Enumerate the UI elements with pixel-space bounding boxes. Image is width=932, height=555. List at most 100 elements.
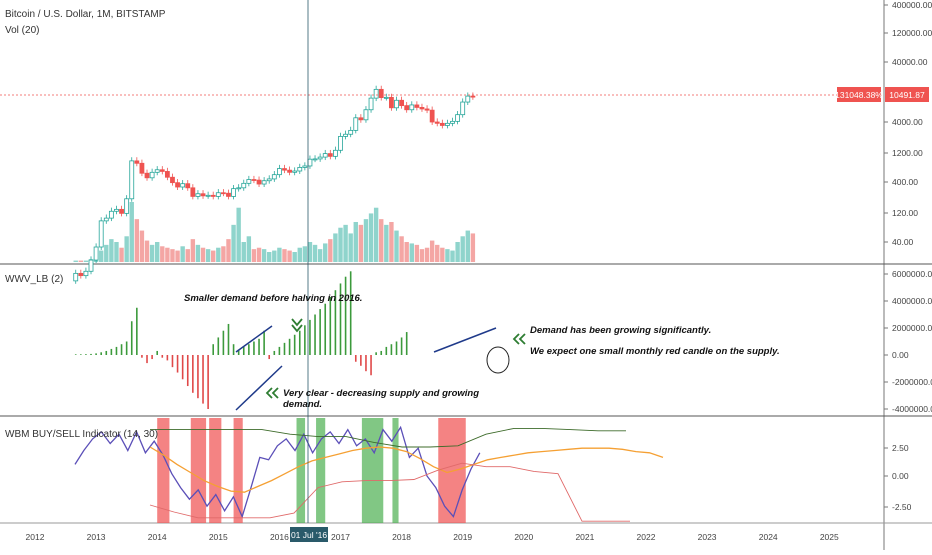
- candle-body: [241, 182, 247, 189]
- candle-body: [465, 95, 471, 103]
- candle-body: [383, 96, 389, 99]
- candle-body: [83, 270, 89, 277]
- candle-body: [353, 117, 359, 131]
- volume-bar: [216, 247, 221, 262]
- annotation-expect: We expect one small monthly red candle o…: [530, 346, 780, 357]
- y-tick-label: 400.00: [892, 177, 918, 187]
- crosshair-time-text: 01 Jul '16: [291, 530, 327, 540]
- candle-body: [103, 217, 109, 222]
- volume-bar: [297, 247, 302, 262]
- chevron-left-icon: [265, 387, 279, 399]
- candle-body: [419, 107, 425, 110]
- annotation-halving: Smaller demand before halving in 2016.: [184, 293, 362, 304]
- y-tick-label: 0.00: [892, 350, 909, 360]
- chevron-left-icon: [512, 333, 526, 345]
- volume-bar: [139, 230, 145, 262]
- y-tick-label: 120.00: [892, 208, 918, 218]
- buy-band: [316, 418, 326, 523]
- trendline[interactable]: [433, 327, 497, 353]
- volume-bar: [389, 222, 394, 262]
- volume-bar: [282, 249, 287, 262]
- candle-body: [220, 192, 226, 195]
- volume-bar: [144, 240, 150, 262]
- x-tick-label: 2021: [575, 532, 594, 542]
- volume-bar: [124, 236, 129, 262]
- volume-bar: [358, 224, 364, 262]
- candle-body: [164, 171, 170, 178]
- volume-bar: [190, 239, 196, 262]
- y-tick-label: -4000000.00: [892, 404, 932, 414]
- candle-body: [205, 194, 211, 197]
- volume-bars: [73, 202, 476, 262]
- candle-body: [124, 198, 130, 214]
- volume-bar: [155, 242, 160, 262]
- volume-bar: [119, 247, 124, 262]
- candle-body: [200, 193, 206, 197]
- candle-body: [302, 165, 308, 168]
- candle-body: [378, 88, 384, 99]
- candle-body: [231, 188, 236, 197]
- y-tick-label: -2.50: [892, 502, 912, 512]
- x-tick-label: 2015: [209, 532, 228, 542]
- candle-body: [266, 178, 272, 182]
- volume-bar: [348, 233, 353, 262]
- y-tick-label: 40.00: [892, 237, 914, 247]
- candle-body: [195, 193, 201, 197]
- sell-band: [157, 418, 170, 523]
- candle-body: [312, 158, 318, 161]
- buy-band: [361, 418, 384, 523]
- y-tick-label: 120000.00: [892, 28, 932, 38]
- volume-bar: [338, 227, 343, 262]
- candle-body: [154, 169, 160, 173]
- trendline[interactable]: [235, 325, 273, 353]
- candle-body: [348, 129, 354, 135]
- candle-body: [226, 192, 231, 197]
- x-axis-ticks: 2012 2013 2014 2015 2016 2017 2018 2019 2020 2021…: [26, 532, 839, 542]
- volume-bar: [333, 233, 338, 262]
- chart-title: Bitcoin / U.S. Dollar, 1M, BITSTAMP: [5, 9, 166, 20]
- y-tick-label: 400000.00: [892, 0, 932, 10]
- volume-bar: [83, 260, 89, 262]
- volume-bar: [384, 224, 389, 262]
- indicator-bands: [157, 418, 466, 523]
- volume-bar: [251, 249, 257, 262]
- volume-bar: [205, 249, 211, 262]
- y-tick-label: 4000.00: [892, 117, 923, 127]
- candle-body: [368, 97, 374, 111]
- candle-body: [236, 187, 242, 190]
- candle-body: [261, 180, 267, 185]
- trendline[interactable]: [235, 365, 283, 411]
- candle-body: [246, 179, 252, 184]
- candle-body: [149, 171, 155, 179]
- x-tick-label: 2025: [820, 532, 839, 542]
- volume-bar: [414, 244, 420, 262]
- volume-bar: [73, 260, 78, 262]
- volume-bar: [149, 244, 155, 262]
- volume-bar: [195, 244, 201, 262]
- y-tick-label: 40000.00: [892, 57, 928, 67]
- x-tick-label: 2024: [759, 532, 778, 542]
- candle-body: [119, 208, 124, 214]
- sell-band: [233, 418, 243, 523]
- volume-bar: [302, 246, 308, 262]
- x-tick-label: 2016: [270, 532, 289, 542]
- volume-bar: [424, 247, 430, 262]
- candle-body: [159, 169, 165, 172]
- volume-bar: [353, 222, 358, 262]
- annotation-clear-2: demand.: [283, 399, 322, 410]
- candle-body: [88, 259, 94, 272]
- volume-bar: [455, 242, 460, 262]
- candle-body: [144, 172, 150, 179]
- candle-body: [292, 170, 298, 173]
- x-tick-label: 2019: [453, 532, 472, 542]
- highlight-circle[interactable]: [486, 346, 510, 374]
- candle-body: [93, 246, 99, 261]
- volume-bar: [450, 250, 455, 262]
- volume-bar: [317, 249, 323, 262]
- volume-bar: [246, 236, 252, 262]
- volume-bar: [241, 242, 246, 262]
- y-tick-label: -2000000.00: [892, 377, 932, 387]
- volume-bar: [226, 239, 231, 262]
